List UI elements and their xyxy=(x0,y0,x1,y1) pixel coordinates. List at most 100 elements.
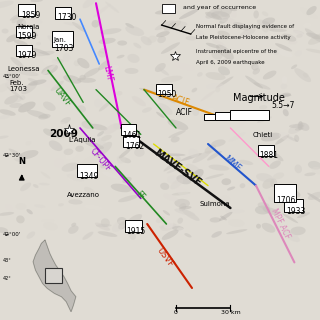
Ellipse shape xyxy=(158,68,169,76)
Ellipse shape xyxy=(98,231,117,237)
Ellipse shape xyxy=(68,225,79,234)
Ellipse shape xyxy=(172,192,190,196)
Ellipse shape xyxy=(0,83,9,92)
Ellipse shape xyxy=(260,96,269,102)
Ellipse shape xyxy=(58,203,64,206)
Ellipse shape xyxy=(66,148,78,160)
Bar xyxy=(16,26,32,37)
Ellipse shape xyxy=(18,5,31,15)
Ellipse shape xyxy=(181,153,202,161)
Ellipse shape xyxy=(304,172,316,176)
Ellipse shape xyxy=(219,212,232,221)
Ellipse shape xyxy=(253,10,259,19)
Ellipse shape xyxy=(16,215,25,223)
Ellipse shape xyxy=(27,110,48,118)
Ellipse shape xyxy=(160,223,176,231)
Bar xyxy=(18,4,35,16)
Ellipse shape xyxy=(261,133,281,141)
Ellipse shape xyxy=(164,160,180,172)
Bar xyxy=(123,136,139,147)
Ellipse shape xyxy=(0,109,16,116)
Text: 1881: 1881 xyxy=(259,151,278,160)
Ellipse shape xyxy=(43,101,56,111)
Ellipse shape xyxy=(17,70,39,76)
Text: 1915: 1915 xyxy=(126,227,146,236)
Ellipse shape xyxy=(259,105,267,109)
Text: 43°: 43° xyxy=(2,258,11,263)
Ellipse shape xyxy=(76,105,86,113)
Ellipse shape xyxy=(289,40,298,44)
Bar xyxy=(125,220,142,232)
Ellipse shape xyxy=(216,76,234,88)
Ellipse shape xyxy=(118,195,138,202)
Ellipse shape xyxy=(307,193,320,204)
Ellipse shape xyxy=(97,51,105,58)
Ellipse shape xyxy=(164,20,181,31)
Ellipse shape xyxy=(31,17,42,24)
Ellipse shape xyxy=(180,7,188,12)
Ellipse shape xyxy=(70,127,79,133)
Ellipse shape xyxy=(92,154,104,157)
Ellipse shape xyxy=(41,65,58,75)
Ellipse shape xyxy=(253,131,268,140)
Text: Instrumental epicentre of the: Instrumental epicentre of the xyxy=(196,50,276,54)
Ellipse shape xyxy=(212,51,223,60)
Ellipse shape xyxy=(9,148,23,157)
Ellipse shape xyxy=(211,11,230,20)
Ellipse shape xyxy=(308,192,320,200)
Ellipse shape xyxy=(240,183,245,188)
Ellipse shape xyxy=(300,123,309,131)
Bar xyxy=(258,145,274,156)
Ellipse shape xyxy=(14,40,28,46)
Ellipse shape xyxy=(287,136,298,142)
Text: 1461: 1461 xyxy=(122,131,141,140)
Ellipse shape xyxy=(61,163,79,172)
Ellipse shape xyxy=(220,7,232,17)
Ellipse shape xyxy=(4,95,18,105)
Ellipse shape xyxy=(192,108,199,116)
Ellipse shape xyxy=(155,20,174,30)
Ellipse shape xyxy=(271,151,284,161)
Ellipse shape xyxy=(16,203,26,210)
Text: Jan.: Jan. xyxy=(54,37,67,43)
Ellipse shape xyxy=(54,158,64,167)
Ellipse shape xyxy=(174,199,190,208)
Ellipse shape xyxy=(289,124,304,128)
Ellipse shape xyxy=(2,28,9,34)
Ellipse shape xyxy=(281,93,291,97)
Ellipse shape xyxy=(21,83,37,94)
Ellipse shape xyxy=(5,79,20,87)
Ellipse shape xyxy=(79,75,86,80)
Ellipse shape xyxy=(66,12,78,18)
Ellipse shape xyxy=(211,140,226,147)
Ellipse shape xyxy=(77,77,96,83)
Ellipse shape xyxy=(126,214,142,226)
Ellipse shape xyxy=(83,0,96,8)
Ellipse shape xyxy=(101,218,110,227)
Text: CF-OPF: CF-OPF xyxy=(89,147,113,173)
Text: and year of occurrence: and year of occurrence xyxy=(183,5,256,10)
Ellipse shape xyxy=(0,114,10,119)
Ellipse shape xyxy=(262,223,276,233)
Ellipse shape xyxy=(100,28,122,35)
Ellipse shape xyxy=(237,120,245,127)
Ellipse shape xyxy=(285,186,297,194)
Ellipse shape xyxy=(99,38,116,44)
Ellipse shape xyxy=(0,136,9,139)
Ellipse shape xyxy=(124,68,139,74)
Ellipse shape xyxy=(101,135,112,141)
Ellipse shape xyxy=(212,39,226,48)
Ellipse shape xyxy=(282,34,296,42)
Ellipse shape xyxy=(72,22,86,32)
Ellipse shape xyxy=(306,49,320,53)
Ellipse shape xyxy=(257,116,272,123)
Ellipse shape xyxy=(282,76,287,84)
Ellipse shape xyxy=(205,72,226,80)
Ellipse shape xyxy=(294,68,311,82)
Ellipse shape xyxy=(179,203,186,211)
Ellipse shape xyxy=(5,204,12,211)
Text: Norcia: Norcia xyxy=(18,24,40,30)
Text: MMF: MMF xyxy=(222,154,242,173)
Ellipse shape xyxy=(4,169,12,176)
Ellipse shape xyxy=(177,218,183,224)
